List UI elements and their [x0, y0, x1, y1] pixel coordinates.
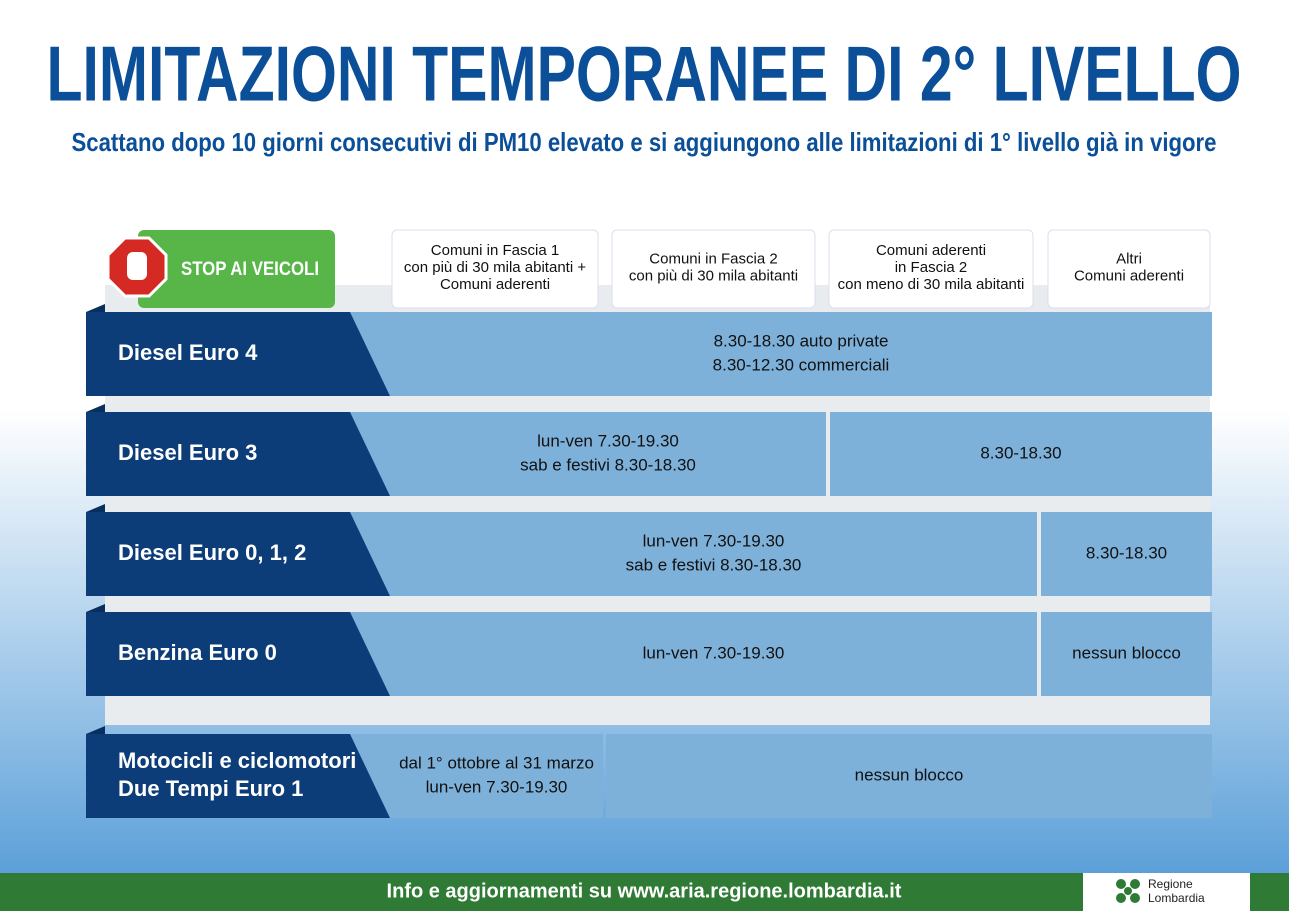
column-header-text: con più di 30 mila abitanti + — [404, 259, 586, 276]
badge-box — [138, 230, 335, 308]
logo-text: Lombardia — [1148, 891, 1205, 905]
row-label: Motocicli e ciclomotori — [118, 748, 356, 773]
column-header-text: con meno di 30 mila abitanti — [838, 276, 1025, 293]
row-label-box — [86, 312, 390, 396]
table-cell — [350, 734, 603, 818]
cell-text: dal 1° ottobre al 31 marzo — [399, 753, 594, 772]
table-cell — [1041, 512, 1212, 596]
logo-box — [1083, 873, 1250, 911]
row-label-edge — [86, 304, 105, 312]
table-cell — [350, 512, 1037, 596]
cell-text: lun-ven 7.30-19.30 — [643, 643, 785, 662]
row-label-box — [86, 512, 390, 596]
hand-icon — [127, 252, 147, 280]
column-header-text: Comuni in Fascia 2 — [649, 250, 777, 267]
column-header-text: Comuni aderenti — [876, 242, 986, 259]
table-cell — [350, 312, 1212, 396]
cell-text: lun-ven 7.30-19.30 — [426, 777, 568, 796]
cell-text: 8.30-18.30 — [1086, 543, 1167, 562]
cell-text: sab e festivi 8.30-18.30 — [520, 455, 696, 474]
table-cell — [350, 612, 1037, 696]
column-header — [611, 229, 816, 309]
cell-text: nessun blocco — [855, 765, 964, 784]
row-label: Due Tempi Euro 1 — [118, 776, 303, 801]
cell-text: 8.30-18.30 — [980, 443, 1061, 462]
cell-text: sab e festivi 8.30-18.30 — [626, 555, 802, 574]
cell-text: lun-ven 7.30-19.30 — [643, 531, 785, 550]
column-header — [828, 229, 1034, 309]
column-header-text: Altri — [1116, 250, 1142, 267]
logo-icon — [1116, 879, 1140, 903]
row-label-edge — [86, 504, 105, 512]
column-header-text: Comuni aderenti — [440, 276, 550, 293]
row-label-edge — [86, 604, 105, 612]
table-cell — [606, 734, 1212, 818]
subtitle: Scattano dopo 10 giorni consecutivi di P… — [72, 127, 1217, 157]
title: LIMITAZIONI TEMPORANEE DI 2° LIVELLO — [47, 30, 1242, 118]
footer-bar — [0, 873, 1289, 911]
table-cell — [830, 412, 1212, 496]
row-label-box — [86, 412, 390, 496]
cell-text: 8.30-18.30 auto private — [714, 331, 889, 350]
row-label-edge — [86, 726, 105, 734]
column-header-text: Comuni in Fascia 1 — [431, 242, 559, 259]
cell-text: nessun blocco — [1072, 643, 1181, 662]
row-label-edge — [86, 404, 105, 412]
column-header-text: con più di 30 mila abitanti — [629, 267, 798, 284]
table-cell — [1041, 612, 1212, 696]
footer-text: Info e aggiornamenti su www.aria.regione… — [387, 880, 902, 902]
cell-text: 8.30-12.30 commerciali — [713, 355, 890, 374]
row-label: Diesel Euro 3 — [118, 440, 257, 465]
column-header — [1047, 229, 1211, 309]
row-label: Benzina Euro 0 — [118, 640, 277, 665]
cell-text: lun-ven 7.30-19.30 — [537, 431, 679, 450]
column-header — [391, 229, 599, 309]
row-label: Diesel Euro 0, 1, 2 — [118, 540, 306, 565]
row-label-box — [86, 734, 390, 818]
row-label: Diesel Euro 4 — [118, 340, 258, 365]
logo-text: Regione — [1148, 877, 1193, 891]
table-cell — [350, 412, 826, 496]
column-header-text: Comuni aderenti — [1074, 267, 1184, 284]
badge-text: STOP AI VEICOLI — [181, 259, 319, 280]
column-header-text: in Fascia 2 — [895, 259, 968, 276]
row-label-box — [86, 612, 390, 696]
